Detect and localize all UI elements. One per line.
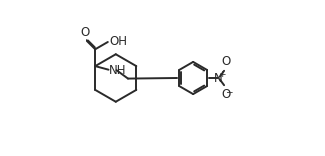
Text: −: − (225, 87, 232, 96)
Text: NH: NH (109, 63, 127, 76)
Text: N: N (214, 71, 223, 85)
Text: O: O (81, 26, 90, 39)
Text: +: + (218, 70, 225, 79)
Text: OH: OH (109, 35, 127, 48)
Text: O: O (221, 55, 230, 68)
Text: O: O (221, 88, 230, 101)
